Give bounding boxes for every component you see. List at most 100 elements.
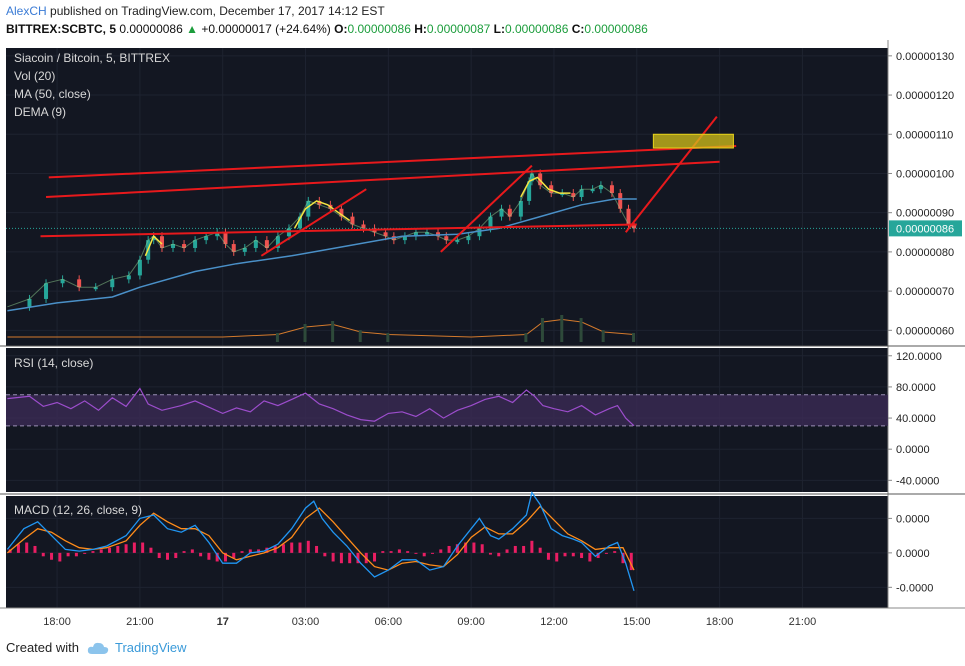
candle-body: [477, 228, 482, 237]
candle-body: [264, 240, 269, 248]
publish-header: AlexCH published on TradingView.com, Dec…: [6, 4, 385, 18]
macd-histogram-bar: [422, 552, 426, 557]
macd-histogram-bar: [480, 544, 484, 553]
volume-bar: [303, 324, 307, 342]
candle-body: [44, 283, 49, 299]
price-tick-label: 0.00000120: [896, 90, 954, 102]
tradingview-cloud-icon: [87, 642, 109, 654]
macd-histogram-bar: [472, 542, 476, 553]
time-tick-label: 03:00: [292, 616, 320, 628]
macd-histogram-bar: [522, 545, 526, 553]
macd-histogram-bar: [538, 547, 542, 553]
volume-bar: [386, 333, 390, 342]
macd-histogram-bar: [505, 549, 509, 553]
macd-histogram-bar: [348, 552, 352, 564]
symbol-header: BITTREX:SCBTC, 5 0.00000086 ▲ +0.0000001…: [6, 22, 648, 36]
macd-histogram-bar: [431, 552, 435, 554]
candle-body: [518, 200, 523, 217]
symbol-label: BITTREX:SCBTC, 5: [6, 22, 117, 36]
volume-bar: [524, 333, 528, 342]
volume-bar: [601, 330, 605, 342]
change-text: +0.00000017 (+24.64%): [201, 22, 331, 36]
open-label: O:: [334, 22, 348, 36]
target-zone-box: [652, 133, 734, 149]
price-tick-label: 0.00000100: [896, 168, 954, 180]
macd-histogram-bar: [58, 552, 62, 562]
candle-body: [151, 236, 156, 241]
macd-histogram-bar: [116, 545, 120, 553]
macd-histogram-bar: [306, 540, 310, 553]
macd-histogram-bar: [165, 552, 169, 560]
macd-histogram-bar: [629, 552, 633, 571]
chart-canvas[interactable]: 18:00 21:00 17 03:00 06:00 09:00 12:00 15:00 18:…: [0, 40, 965, 636]
candle-body: [306, 200, 311, 217]
candle-body: [171, 244, 176, 248]
time-tick-label: 06:00: [375, 616, 403, 628]
macd-histogram-bar: [141, 542, 145, 553]
time-tick-label: 12:00: [540, 616, 568, 628]
macd-histogram-bar: [199, 552, 203, 557]
price-close-line: [7, 172, 635, 308]
macd-histogram-bar: [530, 540, 534, 553]
price-legend-entry: DEMA (9): [14, 105, 66, 119]
time-tick-label: 21:00: [789, 616, 817, 628]
low-label: L:: [493, 22, 505, 36]
macd-histogram-bar: [563, 552, 567, 557]
volume-bar: [331, 321, 335, 342]
last-price-badge: [889, 220, 962, 237]
volume-bar: [560, 315, 564, 342]
macd-histogram-bar: [290, 542, 294, 553]
dema-9-line: [520, 176, 571, 198]
candle-body: [77, 279, 82, 288]
macd-histogram-bar: [588, 552, 592, 562]
macd-histogram-bar: [555, 552, 559, 562]
candle-body: [159, 236, 164, 248]
macd-histogram-bar: [16, 544, 20, 553]
macd-histogram-bar: [455, 544, 459, 553]
macd-tick-label: -0.0000: [896, 582, 933, 594]
volume-bar: [540, 318, 544, 342]
macd-histogram-bar: [315, 545, 319, 553]
open-value: 0.00000086: [347, 22, 411, 36]
candle-body: [27, 298, 32, 307]
published-text: published on TradingView.com, December 1…: [46, 4, 385, 18]
macd-histogram-bar: [331, 552, 335, 562]
macd-histogram-bar: [323, 552, 327, 557]
macd-histogram-bar: [50, 552, 54, 560]
candle-body: [609, 185, 614, 194]
macd-histogram-bar: [339, 552, 343, 564]
candle-body: [60, 279, 65, 284]
macd-tick-label: 0.0000: [896, 548, 930, 560]
time-tick-label: 18:00: [43, 616, 71, 628]
candle-body: [242, 247, 247, 252]
macd-signal-line: [6, 505, 635, 571]
price-legend-entry: MA (50, close): [14, 87, 91, 101]
time-tick-label: 15:00: [623, 616, 651, 628]
rsi-tick-label: 120.0000: [896, 351, 942, 363]
rsi-band-fill: [6, 394, 888, 426]
candle-body: [507, 208, 512, 217]
macd-histogram-bar: [497, 552, 501, 557]
candle-body: [298, 216, 302, 229]
high-value: 0.00000087: [426, 22, 491, 36]
macd-histogram-bar: [215, 552, 219, 562]
macd-histogram-bar: [389, 551, 393, 553]
candle-body: [632, 224, 637, 229]
macd-histogram-bar: [513, 545, 517, 553]
price-pane-background: [6, 48, 888, 346]
author-link[interactable]: AlexCH: [6, 4, 47, 18]
macd-histogram-bar: [546, 552, 550, 560]
macd-histogram-bar: [298, 542, 302, 553]
macd-histogram-bar: [488, 552, 492, 555]
footer: Created with TradingView: [6, 640, 187, 655]
candle-body: [350, 216, 355, 225]
macd-histogram-bar: [464, 542, 468, 553]
rsi-tick-label: 0.0000: [896, 444, 930, 456]
tradingview-brand[interactable]: TradingView: [114, 640, 187, 655]
candle-body: [455, 240, 460, 243]
macd-histogram-bar: [406, 551, 410, 553]
macd-histogram-bar: [356, 552, 360, 564]
price-tick-label: 0.00000090: [896, 208, 954, 220]
macd-histogram-bar: [190, 549, 194, 553]
candle-body: [182, 244, 187, 248]
